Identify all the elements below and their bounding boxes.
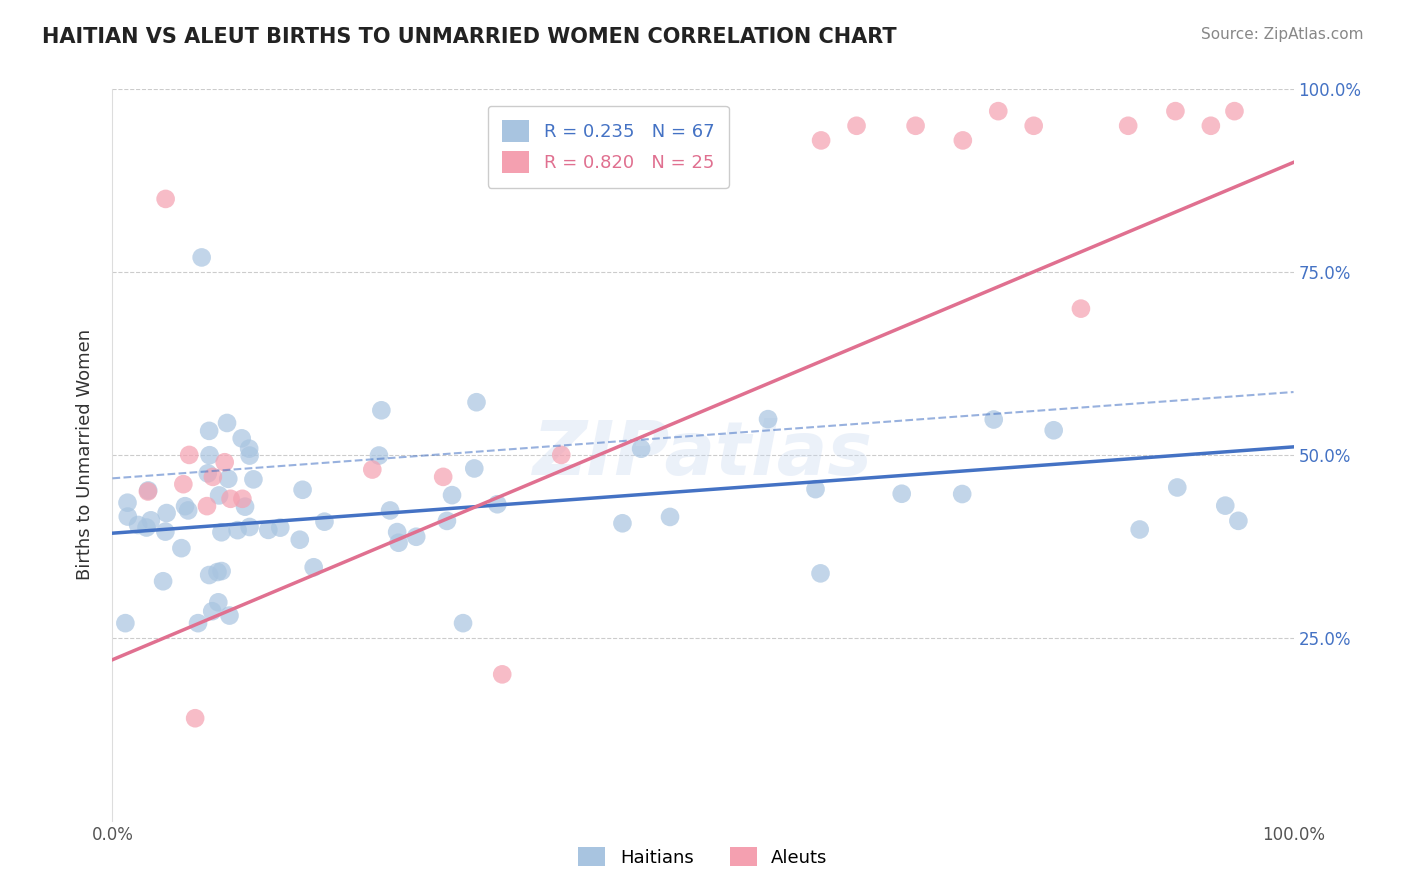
Point (127, 518, 149, 533)
Legend: Haitians, Aleuts: Haitians, Aleuts (571, 840, 835, 874)
Point (1227, 514, 1250, 528)
Point (198, 568, 221, 582)
Point (612, 516, 634, 531)
Point (238, 442, 260, 456)
Point (257, 523, 280, 537)
Point (987, 104, 1010, 119)
Point (302, 560, 325, 574)
Point (288, 533, 311, 547)
Point (218, 608, 240, 623)
Point (195, 499, 218, 513)
Legend: R = 0.235   N = 67, R = 0.820   N = 25: R = 0.235 N = 67, R = 0.820 N = 25 (488, 105, 728, 187)
Point (550, 448, 572, 462)
Point (432, 470, 454, 484)
Point (378, 503, 401, 517)
Point (1129, 523, 1152, 537)
Point (1223, 104, 1246, 119)
Point (226, 523, 249, 537)
Point (239, 449, 262, 463)
Point (405, 530, 427, 544)
Point (201, 604, 224, 618)
Point (152, 574, 174, 589)
Point (810, 566, 832, 581)
Point (242, 472, 264, 486)
Point (114, 616, 136, 631)
Text: Source: ZipAtlas.com: Source: ZipAtlas.com (1201, 27, 1364, 42)
Point (198, 424, 221, 438)
Point (950, 487, 973, 501)
Text: ZIPatlas: ZIPatlas (533, 418, 873, 491)
Point (208, 488, 231, 502)
Point (209, 525, 232, 540)
Point (291, 483, 314, 497)
Point (368, 449, 391, 463)
Point (177, 503, 200, 517)
Point (233, 500, 256, 514)
Point (1164, 104, 1187, 119)
Point (211, 564, 233, 578)
Point (231, 491, 253, 506)
Point (491, 667, 513, 681)
Point (1166, 480, 1188, 494)
Point (1042, 423, 1064, 437)
Point (231, 431, 253, 445)
Point (135, 520, 157, 534)
Point (486, 497, 509, 511)
Point (170, 541, 193, 556)
Point (890, 487, 912, 501)
Point (207, 565, 229, 579)
Point (190, 251, 212, 265)
Point (361, 462, 384, 476)
Point (451, 616, 474, 631)
Point (314, 515, 336, 529)
Point (630, 442, 652, 456)
Point (187, 616, 209, 631)
Point (201, 470, 224, 484)
Point (184, 711, 207, 725)
Point (139, 513, 162, 527)
Point (219, 491, 242, 506)
Point (463, 461, 485, 475)
Point (1116, 119, 1139, 133)
Point (1199, 119, 1222, 133)
Text: HAITIAN VS ALEUT BIRTHS TO UNMARRIED WOMEN CORRELATION CHART: HAITIAN VS ALEUT BIRTHS TO UNMARRIED WOM… (42, 27, 897, 46)
Point (207, 595, 229, 609)
Point (845, 119, 868, 133)
Point (215, 416, 238, 430)
Point (756, 412, 779, 426)
Point (239, 520, 262, 534)
Point (269, 521, 291, 535)
Point (136, 484, 159, 499)
Point (436, 514, 458, 528)
Point (179, 448, 201, 462)
Point (155, 524, 177, 539)
Point (904, 119, 927, 133)
Point (155, 192, 177, 206)
Point (952, 133, 974, 147)
Point (136, 483, 159, 498)
Point (1213, 499, 1236, 513)
Point (197, 467, 219, 481)
Point (387, 535, 409, 549)
Point (810, 133, 832, 147)
Point (117, 496, 139, 510)
Point (174, 499, 197, 513)
Point (370, 403, 392, 417)
Point (1070, 301, 1092, 316)
Point (172, 477, 194, 491)
Point (441, 488, 464, 502)
Y-axis label: Births to Unmarried Women: Births to Unmarried Women (76, 329, 94, 581)
Point (214, 455, 236, 469)
Point (804, 482, 827, 496)
Point (983, 412, 1005, 426)
Point (465, 395, 488, 409)
Point (217, 472, 239, 486)
Point (659, 510, 682, 524)
Point (155, 506, 177, 520)
Point (117, 509, 139, 524)
Point (198, 448, 221, 462)
Point (385, 525, 408, 540)
Point (1022, 119, 1045, 133)
